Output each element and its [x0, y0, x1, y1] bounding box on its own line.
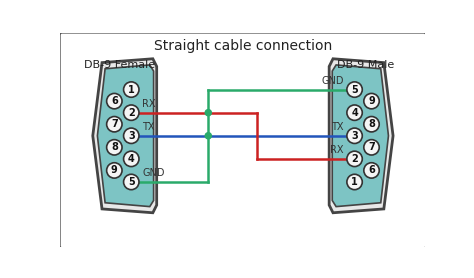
Circle shape — [124, 128, 139, 143]
Text: RX: RX — [142, 99, 155, 109]
Text: 1: 1 — [351, 177, 358, 187]
Text: 7: 7 — [368, 142, 375, 152]
Circle shape — [347, 174, 362, 190]
Text: DB-9 Female: DB-9 Female — [84, 60, 155, 70]
Text: TX: TX — [331, 122, 344, 132]
Text: 1: 1 — [128, 85, 135, 95]
Text: 3: 3 — [128, 131, 135, 141]
Text: 6: 6 — [111, 96, 118, 106]
Text: 6: 6 — [368, 165, 375, 175]
Circle shape — [107, 93, 122, 109]
Text: TX: TX — [142, 122, 155, 132]
Circle shape — [124, 82, 139, 97]
FancyBboxPatch shape — [60, 33, 426, 248]
Circle shape — [364, 116, 379, 132]
Circle shape — [364, 163, 379, 178]
Circle shape — [124, 151, 139, 167]
Circle shape — [124, 105, 139, 120]
Circle shape — [347, 105, 362, 120]
Text: DB-9 Male: DB-9 Male — [337, 60, 395, 70]
Text: 5: 5 — [351, 85, 358, 95]
Polygon shape — [97, 65, 154, 207]
Circle shape — [347, 128, 362, 143]
Circle shape — [107, 163, 122, 178]
Circle shape — [205, 133, 211, 139]
Text: 4: 4 — [351, 108, 358, 118]
Text: GND: GND — [142, 168, 164, 178]
Circle shape — [124, 174, 139, 190]
Text: GND: GND — [321, 76, 344, 86]
Circle shape — [107, 116, 122, 132]
Text: Straight cable connection: Straight cable connection — [154, 39, 332, 53]
Text: 4: 4 — [128, 154, 135, 164]
Circle shape — [364, 140, 379, 155]
Circle shape — [347, 82, 362, 97]
Text: 9: 9 — [368, 96, 375, 106]
Circle shape — [205, 110, 211, 116]
Circle shape — [364, 93, 379, 109]
Text: 2: 2 — [351, 154, 358, 164]
Text: 9: 9 — [111, 165, 118, 175]
Polygon shape — [329, 59, 393, 213]
Text: 8: 8 — [111, 142, 118, 152]
Circle shape — [107, 140, 122, 155]
Text: 5: 5 — [128, 177, 135, 187]
Text: 7: 7 — [111, 119, 118, 129]
Circle shape — [347, 151, 362, 167]
Text: 2: 2 — [128, 108, 135, 118]
Text: 3: 3 — [351, 131, 358, 141]
Text: RX: RX — [330, 145, 344, 155]
Polygon shape — [332, 65, 389, 207]
Polygon shape — [93, 59, 157, 213]
Text: 8: 8 — [368, 119, 375, 129]
